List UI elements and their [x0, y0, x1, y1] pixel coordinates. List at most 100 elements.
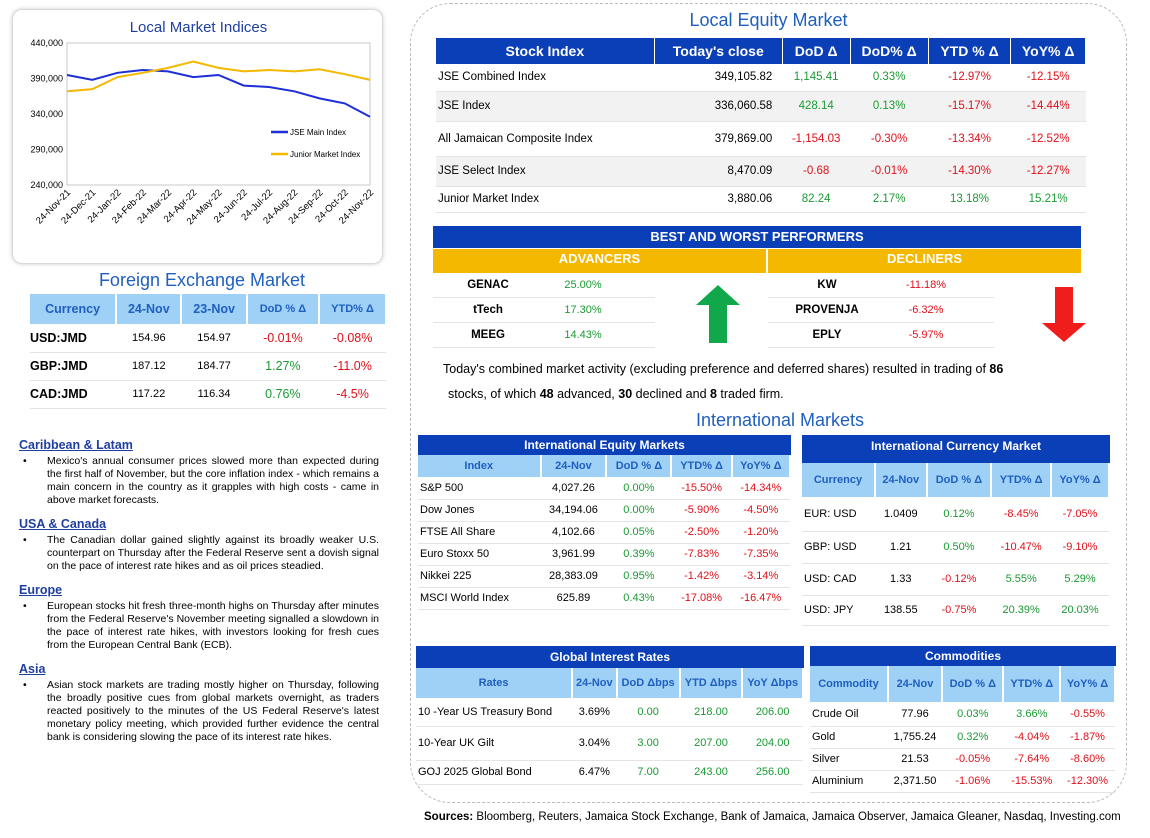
table-cell: GBP: USD	[802, 531, 875, 564]
chart-plot: 440,000390,000340,000290,000240,00024-No…	[30, 38, 376, 227]
table-header: Index	[418, 455, 542, 477]
table-cell: -5.90%	[671, 499, 732, 522]
table-cell: -8.45%	[991, 497, 1052, 532]
fx-row: GBP:JMD 187.12 184.77 1.27% -11.0%	[30, 352, 386, 381]
fx-header: DoD % Δ	[246, 294, 321, 324]
table-cell: -1.06%	[942, 770, 1004, 793]
table-cell: -1,154.03	[782, 121, 850, 157]
table-cell: -7.64%	[1003, 748, 1061, 771]
table-cell: -0.01%	[246, 324, 320, 353]
table-cell: 7.00	[616, 760, 680, 785]
table-header: 24-Nov	[572, 668, 618, 698]
table-row: Crude Oil 77.96 0.03% 3.66% -0.55%	[810, 702, 1115, 727]
table-cell: 3.66%	[1003, 702, 1061, 727]
table-cell: 243.00	[679, 760, 743, 785]
table-cell: 1.27%	[246, 352, 320, 381]
table-header: YTD% Δ	[1003, 666, 1062, 702]
y-tick-label: 290,000	[30, 145, 63, 155]
table-cell: 0.76%	[246, 380, 320, 409]
table-cell: -14.44%	[1010, 91, 1086, 122]
table-cell: 3,880.06	[654, 186, 783, 213]
table-cell: 379,869.00	[654, 121, 783, 157]
table-cell: -8.60%	[1060, 748, 1115, 771]
plot-frame	[66, 42, 371, 186]
table-cell: 4,027.26	[540, 477, 607, 500]
table-cell: 20.39%	[991, 595, 1052, 626]
table-row: EUR: USD 1.0409 0.12% -8.45% -7.05%	[802, 497, 1109, 532]
news-bullet: European stocks hit fresh three-month hi…	[19, 600, 379, 652]
chart-title: Local Market Indices	[129, 19, 268, 36]
table-cell: -17.08%	[671, 587, 732, 610]
table-cell: 21.53	[887, 748, 943, 771]
news-heading: Caribbean & Latam	[19, 438, 133, 452]
table-cell: -7.05%	[1051, 497, 1109, 532]
right-panel-border	[410, 3, 1127, 803]
y-tick-label: 390,000	[30, 74, 63, 84]
table-cell: Nikkei 225	[418, 565, 541, 588]
table-cell: -12.52%	[1010, 121, 1086, 157]
performer-row: tTech 17.30%	[433, 298, 655, 323]
table-cell: -11.0%	[319, 352, 386, 381]
table-header: YTD Δbps	[679, 668, 744, 698]
legend-label: Junior Market Index	[290, 150, 360, 159]
table-cell: 10 -Year US Treasury Bond	[416, 698, 573, 727]
table-cell: JSE Select Index	[436, 156, 655, 187]
table-cell: 10-Year UK Gilt	[416, 726, 573, 761]
table-cell: -7.35%	[731, 543, 790, 566]
table-header: YoY% Δ	[731, 455, 792, 477]
table-cell: -13.34%	[928, 121, 1011, 157]
fx-header: Currency	[30, 294, 118, 324]
fx-row: CAD:JMD 117.22 116.34 0.76% -4.5%	[30, 380, 386, 409]
table-cell: 20.03%	[1051, 595, 1109, 626]
equity-table: Stock Index Today's close DoD Δ DoD% Δ YTD %…	[436, 38, 1086, 213]
table-cell: JSE Index	[436, 91, 655, 122]
table-row: Gold 1,755.24 0.32% -4.04% -1.87%	[810, 726, 1115, 749]
table-cell: Aluminium	[810, 770, 888, 793]
equity-row: All Jamaican Composite Index 379,869.00 -1…	[436, 121, 1086, 157]
market-summary: Today's combined market activity (exclud…	[443, 362, 1004, 401]
fx-table: Currency 24-Nov 23-Nov DoD % Δ YTD% Δ USD:JMD…	[30, 294, 387, 409]
table-cell: -12.30%	[1060, 770, 1115, 793]
table-cell: -16.47%	[731, 587, 790, 610]
table-row: MSCI World Index 625.89 0.43% -17.08% -16.47…	[418, 587, 790, 610]
table-cell: JSE Combined Index	[436, 64, 655, 92]
equity-header: DoD% Δ	[850, 38, 929, 64]
table-cell: 0.39%	[606, 543, 672, 566]
table-row: USD: JPY 138.55 -0.75% 20.39% 20.03%	[802, 595, 1109, 626]
table-cell: 0.03%	[942, 702, 1004, 727]
table-cell: -15.50%	[671, 477, 732, 500]
table-row: 10-Year UK Gilt 3.04% 3.00 207.00 204.00	[416, 726, 803, 761]
table-cell: 336,060.58	[654, 91, 783, 122]
table-cell: -12.15%	[1010, 64, 1086, 92]
table-cell: -15.53%	[1003, 770, 1061, 793]
y-tick-label: 440,000	[30, 38, 63, 48]
performer-row: KW -11.18%	[768, 273, 994, 298]
legend-label: JSE Main Index	[290, 128, 346, 137]
table-row: Dow Jones 34,194.06 0.00% -5.90% -4.50%	[418, 499, 790, 522]
table-cell: 0.95%	[606, 565, 672, 588]
news-bullet: The Canadian dollar gained slightly agai…	[19, 534, 379, 573]
equity-title: Local Equity Market	[689, 10, 848, 30]
table-cell: 0.33%	[850, 64, 929, 92]
table-row: GOJ 2025 Global Bond 6.47% 7.00 243.00 256.0…	[416, 760, 803, 785]
table-header: 24-Nov	[874, 463, 928, 497]
table-cell: 204.00	[742, 726, 803, 761]
table-cell: -7.83%	[671, 543, 732, 566]
table-cell: 256.00	[742, 760, 803, 785]
table-cell: 6.47%	[572, 760, 617, 785]
table-row: 10 -Year US Treasury Bond 3.69% 0.00 218.00…	[416, 698, 803, 727]
table-header: DoD % Δ	[942, 666, 1005, 702]
table-cell: 206.00	[742, 698, 803, 727]
table-cell: 1,145.41	[782, 64, 850, 92]
equity-header: YoY% Δ	[1010, 38, 1086, 64]
rates-table: Global Interest Rates Rates 24-Nov DoD Δbp…	[416, 646, 804, 785]
equity-row: Junior Market Index 3,880.06 82.24 2.17% 13.…	[436, 186, 1086, 213]
table-cell: FTSE All Share	[418, 521, 541, 544]
table-cell: -12.27%	[1010, 156, 1086, 187]
table-cell: 0.32%	[942, 726, 1004, 749]
table-cell: 154.97	[181, 324, 247, 353]
table-cell: 5.29%	[1051, 563, 1109, 596]
series-line	[66, 60, 371, 93]
table-cell: -1.42%	[671, 565, 732, 588]
equity-header: YTD % Δ	[928, 38, 1012, 64]
